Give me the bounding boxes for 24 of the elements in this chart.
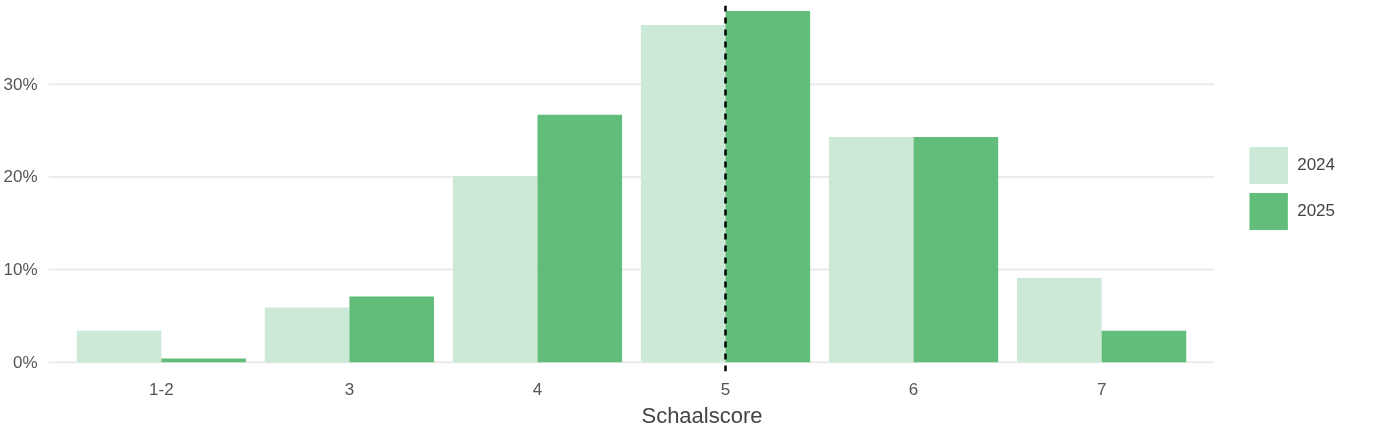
y-tick-label: 10% — [3, 260, 38, 280]
x-axis-title: Schaalscore — [641, 402, 763, 428]
x-tick-label: 7 — [1096, 379, 1107, 399]
x-tick-label: 3 — [344, 379, 355, 399]
y-tick-label: 30% — [3, 74, 38, 94]
legend-label: 2024 — [1297, 155, 1335, 175]
bar — [537, 114, 623, 363]
bar — [725, 11, 811, 363]
legend-label: 2025 — [1297, 201, 1335, 221]
x-tick-label: 5 — [720, 379, 731, 399]
bar — [828, 137, 914, 363]
bar — [1101, 330, 1187, 363]
bar — [640, 24, 726, 363]
y-tick-label: 0% — [12, 352, 38, 372]
x-tick-label: 4 — [532, 379, 543, 399]
bar — [1017, 277, 1102, 363]
y-tick-label: 20% — [3, 167, 38, 187]
bar — [264, 307, 350, 363]
bar — [452, 175, 538, 363]
bar — [76, 330, 162, 363]
x-tick-label: 1-2 — [149, 379, 174, 399]
x-tick-label: 6 — [908, 379, 919, 399]
bar — [349, 296, 435, 363]
bar — [913, 137, 999, 363]
